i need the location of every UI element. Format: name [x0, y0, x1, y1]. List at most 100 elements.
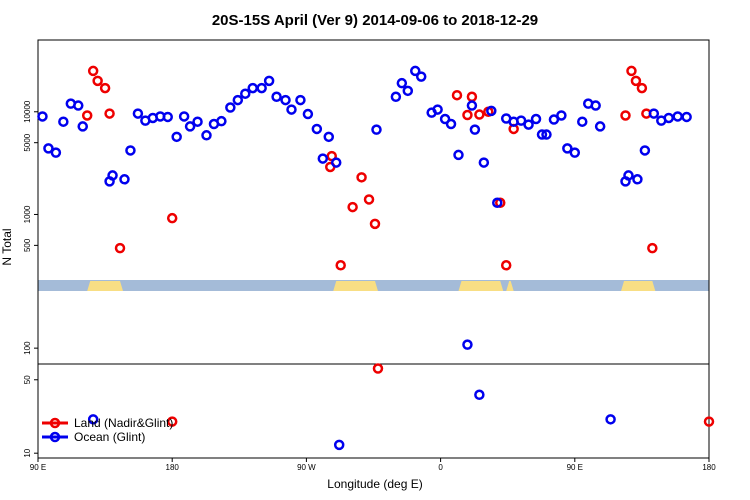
land-band — [621, 281, 656, 291]
ocean-point — [263, 75, 275, 87]
ocean-point — [536, 129, 548, 140]
y-axis-label: N Total — [0, 228, 14, 265]
ocean-point — [390, 91, 402, 103]
ocean-point — [184, 121, 196, 132]
ocean-point — [171, 131, 182, 143]
ocean-point — [50, 147, 62, 158]
land-point — [363, 194, 375, 205]
land-band — [458, 281, 504, 291]
land-point — [372, 363, 384, 374]
ocean-point — [286, 104, 297, 115]
ocean-point — [445, 118, 457, 130]
ocean-point — [402, 85, 414, 97]
ocean-point — [562, 143, 573, 154]
ocean-point — [486, 105, 497, 117]
land-point — [500, 260, 512, 271]
ocean-point — [73, 100, 84, 111]
land-point — [166, 416, 178, 427]
ocean-point — [466, 100, 478, 111]
ocean-point — [43, 143, 54, 154]
ocean-point — [271, 91, 282, 103]
land-point — [81, 110, 93, 121]
ocean-point — [492, 197, 503, 209]
ocean-point — [623, 170, 634, 181]
ocean-point — [648, 108, 660, 119]
ocean-point — [371, 124, 382, 135]
ocean-point — [590, 100, 601, 111]
plot-frame — [37, 39, 710, 459]
land-point — [114, 242, 126, 254]
ocean-point — [605, 414, 616, 425]
ocean-point — [77, 121, 88, 132]
ocean-point — [515, 115, 527, 126]
ocean-point — [410, 65, 421, 77]
ocean-point — [240, 88, 251, 99]
ocean-point — [201, 130, 212, 141]
land-point — [369, 218, 381, 230]
land-point — [99, 82, 111, 94]
ocean-point — [462, 339, 473, 350]
land-point — [347, 201, 358, 213]
legend: Land (Nadir&Glint) Ocean (Glint) — [42, 416, 173, 444]
ocean-point — [672, 111, 683, 122]
ocean-point — [216, 115, 227, 127]
ocean-point — [87, 414, 99, 425]
x-tick-label: 90 E — [30, 463, 46, 472]
ocean-point — [107, 170, 118, 181]
x-tick-label: 90 E — [567, 463, 583, 472]
ocean-point — [132, 108, 144, 119]
ocean-point — [178, 111, 190, 122]
legend-ocean-marker — [49, 431, 61, 443]
ocean-point — [632, 174, 643, 185]
ocean-point — [37, 111, 48, 122]
land-point — [636, 82, 648, 94]
ocean-point — [453, 149, 464, 161]
ocean-point — [256, 82, 267, 94]
land-band — [87, 281, 123, 291]
land-point — [356, 172, 367, 183]
y-tick-label: 10 — [23, 448, 32, 457]
x-tick-label: 180 — [166, 463, 180, 472]
land-point — [462, 109, 473, 121]
land-point — [630, 75, 642, 87]
x-axis: 90 E 180 90 W 0 90 E 180 — [30, 458, 716, 472]
ocean-point — [548, 114, 560, 125]
x-tick-label: 180 — [702, 463, 716, 472]
y-tick-label: 50 — [23, 375, 32, 384]
land-point — [466, 91, 478, 103]
land-band — [506, 281, 514, 291]
ocean-point — [432, 104, 443, 115]
data-points — [37, 65, 715, 451]
ocean-point — [569, 147, 581, 158]
ocean-point — [530, 113, 542, 125]
ocean-point — [594, 121, 606, 132]
y-tick-label: 10000 — [23, 100, 32, 123]
ocean-point — [333, 439, 345, 451]
land-point — [620, 110, 631, 121]
y-tick-label: 5000 — [23, 133, 32, 151]
ocean-point — [663, 112, 674, 124]
ocean-point — [302, 108, 314, 120]
ocean-point — [541, 129, 552, 140]
y-tick-label: 500 — [23, 238, 32, 252]
ocean-point — [232, 94, 244, 106]
ocean-point — [225, 102, 236, 113]
ocean-point — [556, 110, 567, 121]
land-point — [451, 89, 463, 101]
ocean-point — [192, 116, 203, 127]
ocean-point — [474, 389, 485, 401]
ocean-point — [330, 157, 342, 168]
ocean-point — [247, 82, 258, 94]
land-point — [703, 416, 715, 427]
land-point — [166, 212, 178, 224]
ocean-point — [577, 116, 588, 127]
ocean-point — [681, 111, 692, 123]
chart-title: 20S-15S April (Ver 9) 2014-09-06 to 2018… — [212, 12, 538, 29]
x-tick-label: 90 W — [297, 463, 316, 472]
ocean-point — [478, 157, 490, 168]
ocean-point — [469, 124, 481, 135]
ocean-point — [58, 116, 69, 127]
ocean-point — [415, 71, 427, 82]
ocean-point — [119, 174, 130, 185]
